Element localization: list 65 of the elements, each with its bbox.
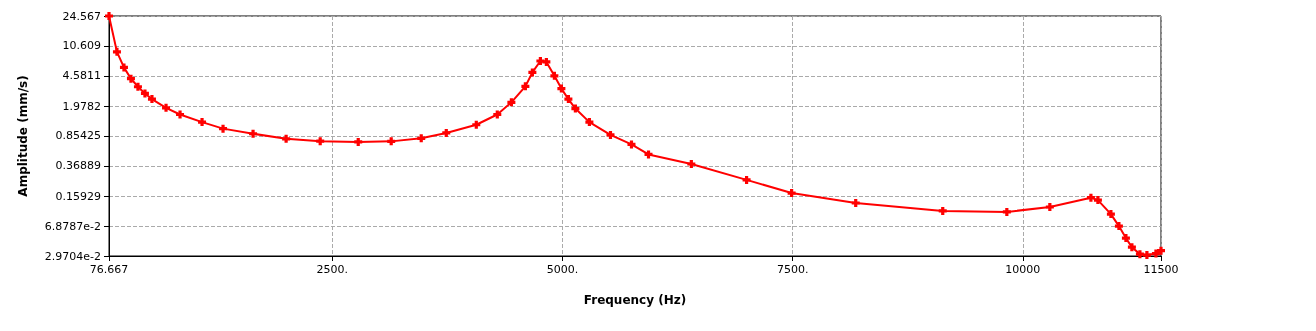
point [1135, 250, 1144, 259]
point [938, 206, 947, 215]
x-tick-label: 5000. [546, 263, 579, 276]
point [787, 189, 796, 198]
point [1121, 234, 1130, 243]
point [550, 71, 559, 80]
y-axis-title: Amplitude (mm/s) [16, 75, 30, 197]
point [1142, 251, 1151, 260]
point [387, 137, 396, 146]
point [687, 160, 696, 169]
point [442, 128, 451, 137]
y-tick-label: 10.609 [62, 39, 101, 53]
point [542, 57, 551, 66]
point [528, 68, 537, 77]
point [571, 104, 580, 113]
point [119, 63, 128, 72]
point [133, 82, 142, 91]
x-tick-label: 76.667 [89, 263, 129, 276]
point [851, 198, 860, 207]
y-tick-label: 2.9704e-2 [44, 249, 101, 263]
point [1106, 210, 1115, 219]
y-tick-label: 24.567 [62, 9, 101, 23]
point [162, 103, 171, 112]
point [417, 134, 426, 143]
point [507, 98, 516, 107]
point [606, 130, 615, 139]
point [472, 120, 481, 129]
point [147, 95, 156, 104]
point [644, 150, 653, 159]
y-tick-label: 4.5811 [62, 69, 101, 83]
point [557, 84, 566, 93]
point [198, 118, 207, 127]
point [126, 74, 135, 83]
x-tick-label: 11500 [1143, 263, 1179, 276]
point [112, 47, 121, 56]
point [742, 175, 751, 184]
point [1157, 246, 1165, 255]
point [140, 89, 149, 98]
point [176, 110, 185, 119]
x-tick-label: 7500. [776, 263, 809, 276]
y-tick-label: 0.85425 [55, 129, 101, 143]
point [1086, 193, 1095, 202]
point [105, 12, 113, 20]
point [627, 140, 636, 149]
point [521, 82, 530, 91]
point [1002, 207, 1011, 216]
point [282, 134, 291, 143]
point [219, 124, 228, 133]
point [316, 137, 325, 146]
point [354, 137, 363, 146]
y-tick-label: 1.9782 [62, 99, 101, 113]
point [493, 110, 502, 119]
y-tick-label: 0.36889 [55, 159, 101, 173]
point [1093, 196, 1102, 205]
point [564, 95, 573, 104]
point [585, 118, 594, 127]
y-tick-label: 0.15929 [55, 189, 101, 203]
x-tick-label: 10000 [1005, 263, 1041, 276]
point [1127, 243, 1136, 252]
y-tick-label: 6.8787e-2 [44, 219, 101, 233]
x-tick-label: 2500. [316, 263, 348, 276]
point [1045, 203, 1054, 212]
point [1114, 222, 1123, 231]
point [249, 129, 258, 138]
x-axis-title: Frequency (Hz) [583, 293, 687, 307]
